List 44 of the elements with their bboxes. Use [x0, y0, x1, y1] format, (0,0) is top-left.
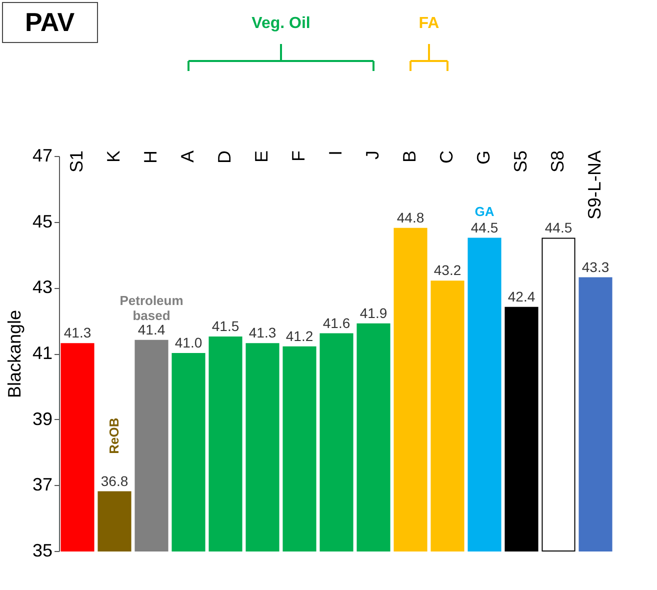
x-tick-label: D — [214, 150, 234, 164]
x-tick-label: J — [362, 150, 382, 160]
data-label: 41.3 — [64, 324, 92, 341]
x-tick-label: C — [436, 150, 456, 164]
x-tick-label: S1 — [66, 150, 86, 173]
x-tick-label: I — [326, 150, 346, 156]
y-tick-label: 43 — [32, 277, 52, 298]
data-label: 44.8 — [396, 209, 424, 226]
annotation: ReOB — [106, 418, 122, 454]
x-tick-label: B — [400, 150, 420, 163]
x-tick-label: K — [104, 150, 124, 163]
data-label: 41.5 — [212, 318, 240, 334]
data-label: 41.0 — [174, 334, 202, 350]
x-tick-label: S8 — [548, 150, 568, 173]
data-label: 44.5 — [544, 219, 572, 236]
text: FA — [418, 15, 440, 32]
data-label: 36.8 — [100, 472, 128, 489]
data-label: 42.4 — [508, 288, 536, 304]
y-tick-label: 39 — [32, 408, 52, 429]
x-tick-label: A — [178, 150, 198, 163]
data-label: 41.2 — [286, 328, 314, 344]
y-tick-label: 47 — [32, 146, 52, 166]
annotation: Petroleum based — [120, 292, 184, 323]
data-label: 41.9 — [360, 304, 388, 321]
x-tick-label: S5 — [510, 150, 530, 173]
x-tick-label: S9-L-NA — [584, 150, 604, 220]
annotation: GA — [474, 204, 495, 219]
x-tick-label: H — [140, 150, 160, 164]
data-label: 43.2 — [434, 262, 462, 278]
x-tick-label: G — [474, 150, 494, 165]
data-label: 43.3 — [582, 258, 610, 275]
chart-title: PAV — [2, 2, 98, 43]
x-tick-label: E — [252, 150, 272, 163]
y-axis-title: Blackangle — [4, 310, 24, 398]
x-tick-label: F — [288, 150, 308, 162]
data-label: 41.6 — [322, 314, 350, 331]
data-label: 41.4 — [138, 321, 166, 338]
y-tick-label: 35 — [32, 540, 52, 560]
y-tick-label: 37 — [32, 474, 52, 495]
data-label: 41.3 — [248, 324, 276, 341]
y-tick-label: 45 — [32, 211, 52, 232]
y-tick-label: 41 — [32, 343, 52, 363]
text: Veg. Oil — [252, 15, 310, 32]
data-label: 44.5 — [470, 219, 498, 236]
